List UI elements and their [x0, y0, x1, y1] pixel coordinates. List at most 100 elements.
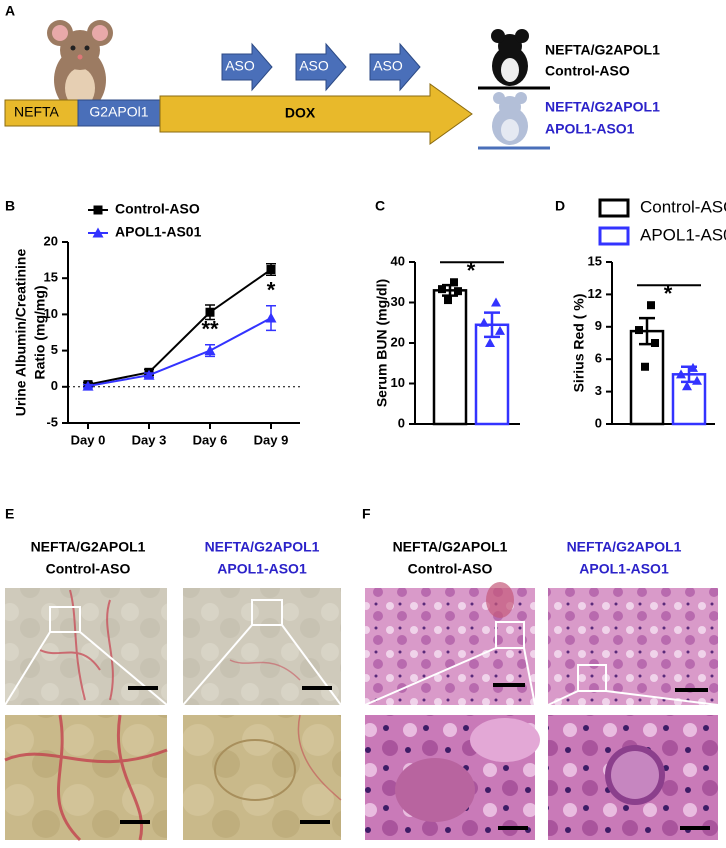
marker — [92, 227, 104, 238]
panel-e: E NEFTA/G2APOL1 Control-ASO NEFTA/G2APOL… — [4, 506, 342, 842]
group-label: NEFTA/G2APOL1 — [205, 539, 320, 555]
micrograph — [4, 588, 342, 842]
marker — [204, 345, 216, 356]
marker — [692, 375, 702, 385]
marker — [479, 317, 489, 327]
y-tick-label: 0 — [51, 378, 58, 393]
marker — [265, 312, 277, 323]
y-tick-label: 20 — [44, 233, 58, 248]
legend-swatch — [598, 198, 630, 218]
marker — [450, 278, 458, 287]
marker — [205, 307, 215, 317]
marker — [651, 339, 659, 347]
dox-arrow — [159, 83, 473, 145]
group-label: NEFTA/G2APOL1 — [31, 539, 146, 555]
marker — [491, 297, 501, 307]
marker — [485, 338, 495, 347]
y-tick-label: -5 — [46, 414, 58, 429]
mouse-icon — [478, 92, 550, 150]
group-label: NEFTA/G2APOL1 — [567, 539, 682, 555]
y-axis-label: Ratio (mg/mg) — [32, 285, 48, 379]
legend-label: Control-ASO — [640, 197, 726, 216]
y-tick-label: 5 — [51, 342, 58, 357]
group-label: NEFTA/G2APOL1 — [545, 99, 660, 115]
x-tick-label: Day 6 — [193, 432, 228, 447]
y-tick-label: 3 — [595, 383, 602, 398]
y-tick-label: 0 — [398, 415, 405, 430]
marker — [93, 205, 103, 215]
group-label: APOL1-ASO1 — [545, 121, 635, 137]
significance: ** — [201, 317, 219, 342]
marker — [454, 287, 462, 296]
mouse-icon — [478, 29, 550, 90]
y-tick-label: 30 — [391, 294, 405, 309]
significance: * — [467, 258, 476, 283]
y-tick-label: 10 — [44, 306, 58, 321]
panel-label: D — [555, 198, 565, 214]
panel-label: E — [5, 506, 14, 522]
group-label: NEFTA/G2APOL1 — [545, 42, 660, 58]
injection-arrows: ASO ASO ASO — [221, 42, 421, 92]
y-tick-label: 9 — [595, 318, 602, 333]
injection-label: ASO — [299, 58, 329, 74]
injection-label: ASO — [373, 58, 403, 74]
marker — [438, 285, 446, 294]
legend-swatch — [598, 226, 630, 246]
significance: * — [664, 281, 673, 306]
marker — [647, 301, 655, 310]
panel-label: B — [5, 198, 15, 214]
arrow-label: DOX — [285, 105, 316, 121]
panel-a: A NEFTA G2APOl1 DOX ASO ASO ASO — [4, 3, 660, 150]
y-tick-label: 40 — [391, 253, 405, 268]
marker — [82, 380, 94, 391]
series-line — [87, 268, 272, 386]
marker — [635, 326, 643, 335]
group-label: NEFTA/G2APOL1 — [393, 539, 508, 555]
segment-label: G2APOl1 — [89, 104, 148, 120]
marker — [688, 362, 698, 372]
y-tick-label: 12 — [588, 286, 602, 301]
marker — [444, 296, 452, 305]
group-label: Control-ASO — [545, 63, 630, 79]
error-bar — [484, 311, 500, 339]
legend-label: APOL1-AS01 — [640, 225, 726, 244]
timeline-segment — [77, 99, 161, 127]
x-tick-label: Day 3 — [132, 432, 167, 447]
injection-label: ASO — [225, 58, 255, 74]
panel-f: F NEFTA/G2APOL1 Control-ASO NEFTA/G2APOL… — [362, 506, 719, 840]
marker — [641, 362, 649, 371]
legend-label: APOL1-AS01 — [115, 224, 202, 240]
charts: B -5 0 5 10 15 20 Urine Albumin/Creatinine Ratio… — [5, 197, 726, 447]
segment-label: NEFTA — [14, 104, 60, 120]
y-axis-label: Sirius Red ( %) — [571, 294, 587, 393]
y-tick-label: 10 — [391, 375, 405, 390]
group-label: Control-ASO — [408, 561, 493, 577]
y-tick-label: 20 — [391, 334, 405, 349]
marker — [682, 381, 692, 391]
group-label: APOL1-ASO1 — [217, 561, 307, 577]
x-tick-label: Day 9 — [254, 432, 289, 447]
y-tick-label: 0 — [595, 415, 602, 430]
panel-label: A — [5, 3, 15, 19]
marker — [676, 369, 686, 379]
y-tick-label: 15 — [588, 253, 602, 268]
micrograph — [364, 582, 719, 840]
y-tick-label: 6 — [595, 351, 602, 366]
y-axis-label: Serum BUN (mg/dl) — [374, 279, 390, 407]
marker — [266, 265, 276, 275]
marker — [495, 325, 505, 335]
group-label: Control-ASO — [46, 561, 131, 577]
y-axis-label: Urine Albumin/Creatinine — [13, 249, 29, 417]
series-line — [87, 317, 272, 388]
marker — [143, 369, 155, 380]
x-tick-label: Day 0 — [71, 432, 106, 447]
timeline-segment — [4, 99, 79, 127]
bar — [432, 289, 468, 426]
panel-label: F — [362, 506, 371, 522]
legend-label: Control-ASO — [115, 201, 200, 217]
significance: * — [267, 278, 276, 303]
bar — [474, 323, 510, 426]
panel-label: C — [375, 198, 385, 214]
y-tick-label: 15 — [44, 270, 58, 285]
